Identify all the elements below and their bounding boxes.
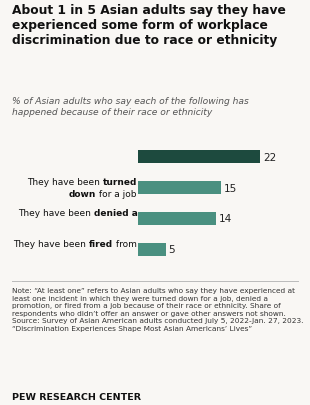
Text: 14: 14: [219, 214, 232, 224]
Text: denied a: denied a: [94, 208, 138, 217]
Text: 5: 5: [169, 245, 175, 255]
Text: Note: “At least one” refers to Asian adults who say they have experienced at lea: Note: “At least one” refers to Asian adu…: [12, 288, 304, 331]
Text: They have been: They have been: [18, 208, 94, 217]
Text: fired: fired: [89, 239, 113, 248]
Text: from: from: [113, 239, 137, 248]
Bar: [138, 151, 260, 164]
Text: They have been: They have been: [13, 239, 89, 248]
Text: About 1 in 5 Asian adults say they have experienced some form of workplace discr: About 1 in 5 Asian adults say they have …: [12, 4, 286, 47]
Text: 22: 22: [263, 152, 277, 162]
Bar: [138, 181, 221, 194]
Text: turned: turned: [103, 177, 138, 186]
Text: 15: 15: [224, 183, 237, 193]
Text: PEW RESEARCH CENTER: PEW RESEARCH CENTER: [12, 392, 141, 401]
Text: % of Asian adults who say each of the following has
happened because of their ra: % of Asian adults who say each of the fo…: [12, 97, 249, 117]
Bar: [138, 213, 216, 226]
Bar: [138, 243, 166, 256]
Text: They have been: They have been: [27, 177, 103, 186]
Text: down: down: [69, 190, 96, 199]
Text: for a job: for a job: [96, 190, 136, 199]
